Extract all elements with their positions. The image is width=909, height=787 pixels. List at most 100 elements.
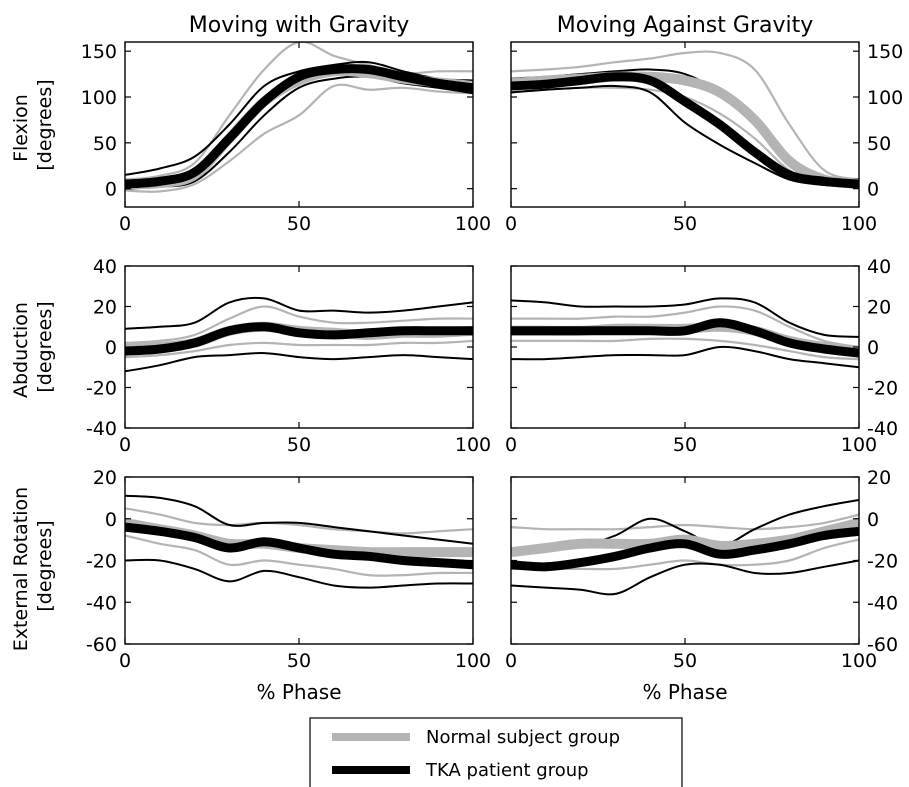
y-tick-label: 20 xyxy=(867,297,891,319)
curves xyxy=(125,494,473,589)
y-tick-label: -20 xyxy=(867,378,898,400)
y-tick-label: 50 xyxy=(93,133,117,155)
ylabel-line-1: Abduction xyxy=(10,302,32,398)
tka-lower-line xyxy=(511,559,859,596)
curves xyxy=(125,296,473,373)
xlabel-right: % Phase xyxy=(642,680,727,704)
ylabel-line-1: External Rotation xyxy=(10,487,32,651)
x-axis-labels: % Phase % Phase xyxy=(256,680,727,704)
y-tick-label: -40 xyxy=(86,418,117,440)
y-tick-label: 20 xyxy=(93,297,117,319)
tka-mean-line xyxy=(125,522,473,570)
tka-mean-line xyxy=(125,322,473,356)
x-tick-label: 100 xyxy=(455,434,491,456)
normal-lower-line xyxy=(125,83,473,193)
normal-upper-line xyxy=(125,305,473,344)
x-tick-label: 50 xyxy=(673,650,697,672)
tka-upper-line xyxy=(125,60,473,176)
x-tick-label: 100 xyxy=(455,650,491,672)
x-tick-label: 100 xyxy=(841,650,877,672)
normal-mean-line xyxy=(511,71,859,190)
column-title-left: Moving with Gravity xyxy=(189,13,410,38)
curves xyxy=(511,297,859,369)
panel-r2-c0: 0 50 100 -60 -40 -20 0 20 xyxy=(86,467,491,672)
y-tick-label: 40 xyxy=(93,256,117,278)
tka-lower-line xyxy=(125,352,473,373)
x-tick-label: 0 xyxy=(505,213,517,235)
tka-mean-line xyxy=(511,318,859,358)
x-tick-label: 50 xyxy=(287,213,311,235)
y-tick-label: -20 xyxy=(86,378,117,400)
ylabel-line-1: Flexion xyxy=(10,94,32,162)
y-tick-label: 20 xyxy=(93,467,117,489)
y-tick-label: -20 xyxy=(867,551,898,573)
x-tick-label: 0 xyxy=(119,213,131,235)
column-title-right: Moving Against Gravity xyxy=(557,13,813,38)
legend-box xyxy=(309,717,683,787)
x-tick-label: 0 xyxy=(119,650,131,672)
legend-label-normal: Normal subject group xyxy=(426,727,620,748)
panel-r1-c0: 0 50 100 -40 -20 0 20 40 xyxy=(86,256,491,456)
panel-r0-c1: 0 50 100 0 50 100 150 xyxy=(505,41,903,235)
y-tick-label: -40 xyxy=(867,418,898,440)
tka-mean-line xyxy=(125,64,473,189)
curves xyxy=(125,42,473,193)
tka-mean-line xyxy=(511,72,859,189)
column-titles: Moving with Gravity Moving Against Gravi… xyxy=(189,13,813,38)
y-tick-label: 0 xyxy=(105,337,117,359)
normal-upper-line xyxy=(511,305,859,349)
tka-mean-line xyxy=(511,526,859,572)
y-tick-label: -40 xyxy=(86,592,117,614)
y-tick-label: 50 xyxy=(867,133,891,155)
x-tick-label: 50 xyxy=(673,213,697,235)
y-tick-label: -60 xyxy=(86,634,117,656)
y-tick-label: -60 xyxy=(867,634,898,656)
y-tick-label: 0 xyxy=(867,337,879,359)
ylabel-line-2: [degrees] xyxy=(34,301,56,392)
row-labels: Flexion [degrees] Abduction [degrees] Ex… xyxy=(10,79,56,651)
y-tick-label: 0 xyxy=(867,509,879,531)
legend: Normal subject group TKA patient group xyxy=(309,717,683,787)
x-tick-label: 0 xyxy=(505,650,517,672)
normal-upper-line xyxy=(125,507,473,535)
normal-lower-line xyxy=(511,538,859,571)
x-tick-label: 50 xyxy=(287,434,311,456)
x-tick-label: 100 xyxy=(841,213,877,235)
x-tick-label: 100 xyxy=(841,434,877,456)
panel-r0-c0: 0 50 100 0 50 100 150 xyxy=(81,41,491,235)
y-tick-label: 0 xyxy=(105,179,117,201)
curves xyxy=(511,499,859,596)
y-tick-label: 0 xyxy=(867,179,879,201)
panel-r2-c1: 0 50 100-60 -40 -20 0 20 xyxy=(505,467,898,672)
normal-lower-line xyxy=(511,337,859,361)
x-tick-label: 100 xyxy=(455,213,491,235)
row-label-flexion: Flexion [degrees] xyxy=(10,79,56,170)
tka-upper-line xyxy=(125,296,473,330)
y-tick-label: 100 xyxy=(81,87,117,109)
tka-lower-line xyxy=(125,558,473,589)
x-tick-label: 0 xyxy=(119,434,131,456)
y-tick-label: -20 xyxy=(86,551,117,573)
ylabel-line-2: [degrees] xyxy=(34,79,56,170)
normal-lower-line xyxy=(125,534,473,577)
tka-upper-line xyxy=(511,297,859,338)
panel-r1-c1: 0 50 100-40 -20 0 20 40 xyxy=(505,256,898,456)
normal-upper-line xyxy=(125,42,473,181)
y-tick-label: 40 xyxy=(867,256,891,278)
y-tick-label: -40 xyxy=(867,592,898,614)
curves xyxy=(511,50,859,190)
legend-label-tka: TKA patient group xyxy=(425,760,589,781)
row-label-external-rotation: External Rotation [degrees] xyxy=(10,481,56,651)
x-tick-label: 0 xyxy=(505,434,517,456)
y-tick-label: 150 xyxy=(81,41,117,63)
y-tick-label: 100 xyxy=(867,87,903,109)
normal-upper-line xyxy=(511,513,859,531)
normal-lower-line xyxy=(125,339,473,359)
tka-lower-line xyxy=(511,345,859,369)
y-tick-label: 0 xyxy=(105,509,117,531)
xlabel-left: % Phase xyxy=(256,680,341,704)
y-tick-label: 150 xyxy=(867,41,903,63)
row-label-abduction: Abduction [degrees] xyxy=(10,296,56,398)
